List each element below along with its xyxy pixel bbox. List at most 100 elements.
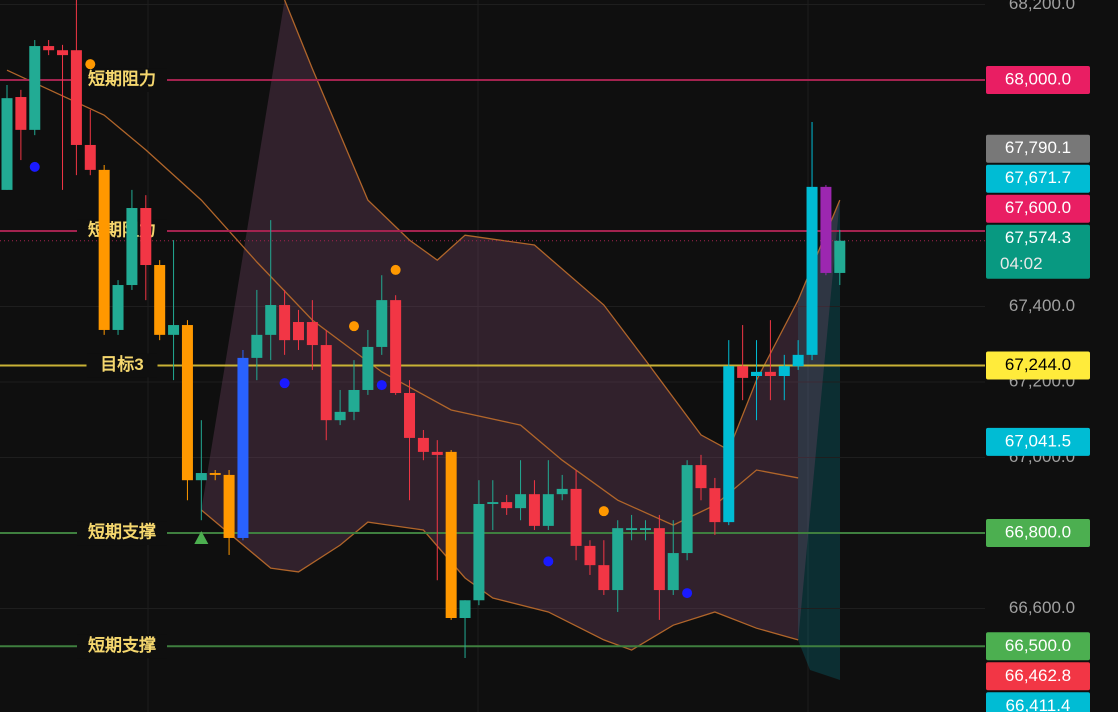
level-label-bg <box>77 68 167 93</box>
price-tag <box>986 224 1090 279</box>
band-fill <box>201 0 840 651</box>
candle-body <box>29 46 41 130</box>
candle-body <box>334 411 346 421</box>
price-tag-label: 66,462.8 <box>1005 666 1071 685</box>
price-tag <box>986 194 1090 223</box>
candle-body <box>778 366 790 377</box>
candle-body <box>431 451 443 455</box>
price-tag <box>986 519 1090 548</box>
price-tag <box>986 66 1090 95</box>
price-tag-label: 67,574.3 <box>1005 228 1071 247</box>
level-label: 短期阻力 <box>88 69 156 89</box>
candle-body <box>181 325 193 481</box>
candle-body <box>723 366 735 523</box>
level-label-bg <box>86 353 158 378</box>
grid <box>0 4 985 610</box>
price-tag-label: 67,244.0 <box>1005 355 1071 374</box>
candle-body <box>834 240 846 273</box>
band-line <box>200 509 799 651</box>
candle-body <box>473 503 485 601</box>
candle-body <box>362 346 374 390</box>
y-tick-label: 68,200.0 <box>1009 0 1075 13</box>
level-label-bg <box>77 521 167 546</box>
price-tag <box>986 692 1090 712</box>
candle-body <box>751 371 763 377</box>
price-tag-label: 68,000.0 <box>1005 70 1071 89</box>
marker <box>376 380 387 391</box>
candle-body <box>528 494 540 526</box>
candle-body <box>653 528 665 591</box>
candle-body <box>639 528 651 531</box>
marker <box>194 530 209 544</box>
candle-body <box>417 437 429 452</box>
candle-body <box>570 488 582 546</box>
candle-body <box>98 169 110 330</box>
candle-body <box>223 474 235 538</box>
candle-body <box>598 565 610 591</box>
price-tags: 68,000.0 67,790.1 67,671.7 67,600.0 67,574.3… <box>986 66 1090 712</box>
band-line <box>283 0 841 451</box>
marker <box>682 588 693 599</box>
candle-body <box>306 322 318 346</box>
candle-body <box>348 389 360 412</box>
marker <box>279 378 290 389</box>
candle-body <box>15 97 27 130</box>
price-tag-label: 67,600.0 <box>1005 198 1071 217</box>
candle-body <box>709 488 721 523</box>
candle-body <box>84 144 96 170</box>
price-tag <box>986 351 1090 380</box>
y-tick-label: 66,600.0 <box>1009 598 1075 617</box>
candle-body <box>820 186 832 273</box>
candle-body <box>390 300 402 393</box>
candle-body <box>43 46 55 51</box>
price-tag <box>986 427 1090 456</box>
candle-body <box>279 305 291 341</box>
marker <box>29 161 40 172</box>
marker <box>390 264 401 275</box>
candle-body <box>251 334 263 358</box>
level-label: 目标3 <box>100 354 143 374</box>
candle-body <box>515 494 527 509</box>
candle-body <box>501 502 513 509</box>
markers <box>29 59 693 599</box>
candle-body <box>764 371 776 377</box>
band-line <box>6 69 799 526</box>
marker <box>85 59 96 70</box>
candle-body <box>459 600 471 618</box>
candle-body <box>584 545 596 566</box>
candle-body <box>445 451 457 618</box>
candle-body <box>487 502 499 504</box>
candle-body <box>737 366 749 378</box>
y-tick-label: 67,400.0 <box>1009 296 1075 315</box>
candle-body <box>237 357 249 538</box>
price-tag-label: 66,800.0 <box>1005 523 1071 542</box>
candle-body <box>612 528 624 591</box>
candle-body <box>112 285 124 330</box>
candle-body <box>404 392 416 438</box>
price-tag <box>986 662 1090 691</box>
candle-body <box>292 322 304 341</box>
candle-body <box>792 354 804 367</box>
candle-body <box>695 465 707 489</box>
candle-body <box>320 345 332 421</box>
candle-body <box>667 553 679 591</box>
candle-body <box>195 473 207 481</box>
price-tag-label: 67,671.7 <box>1005 168 1071 187</box>
marker <box>598 506 609 517</box>
candle-body <box>57 50 69 56</box>
candle-body <box>376 300 388 347</box>
candle-body <box>806 186 818 355</box>
candle-body <box>154 265 166 335</box>
candle-body <box>1 98 13 190</box>
price-tag-label: 66,411.4 <box>1006 696 1071 712</box>
candle-body <box>265 305 277 335</box>
marker <box>543 556 554 567</box>
candle-body <box>556 488 568 495</box>
countdown: 04:02 <box>1000 254 1043 273</box>
marker <box>349 321 359 332</box>
candle-body <box>626 528 638 531</box>
price-tag <box>986 134 1090 163</box>
